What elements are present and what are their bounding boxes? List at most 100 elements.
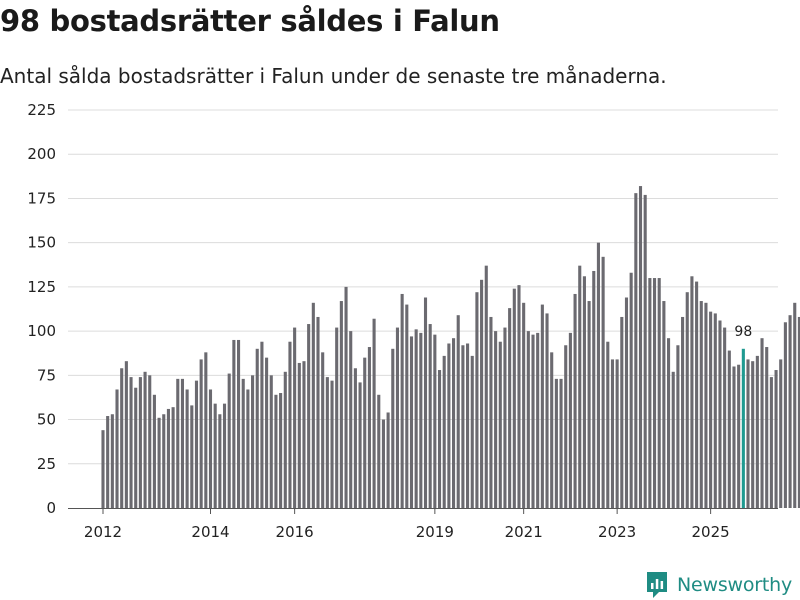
bar [419, 332, 423, 508]
bar [671, 371, 675, 508]
bar [414, 329, 418, 508]
bar [536, 332, 540, 508]
bar [667, 338, 671, 508]
bar [480, 279, 484, 508]
bar [517, 285, 521, 508]
y-tick-label: 150 [27, 234, 56, 252]
bar [405, 304, 409, 508]
bar [180, 378, 185, 508]
bar [409, 336, 414, 508]
x-axis [68, 508, 778, 514]
bar [129, 377, 133, 508]
bar [503, 327, 507, 508]
bar [274, 394, 278, 508]
bar [241, 378, 245, 508]
bar [325, 377, 329, 508]
bar [652, 278, 657, 508]
bar [395, 327, 400, 508]
bar [101, 430, 105, 508]
bar [704, 302, 708, 508]
bar [681, 316, 685, 508]
bar [190, 405, 194, 508]
bar [797, 316, 800, 508]
x-tick-label: 2023 [598, 523, 636, 541]
bar [162, 414, 166, 508]
y-tick-label: 125 [27, 278, 56, 296]
bar [596, 242, 600, 509]
bar [676, 345, 680, 508]
bar [470, 355, 474, 508]
newsworthy-logo-icon [647, 572, 667, 598]
bar [339, 301, 343, 508]
bar [592, 270, 596, 508]
bar [526, 331, 530, 508]
bar [423, 297, 428, 508]
bar [494, 331, 498, 508]
data-label-latest: 98 [734, 324, 752, 340]
bar [573, 293, 577, 508]
y-tick-label: 100 [27, 322, 56, 340]
y-tick-label: 50 [37, 411, 56, 429]
bar [377, 394, 381, 508]
bar [176, 378, 180, 508]
bar [554, 378, 558, 508]
bar [143, 371, 147, 508]
bar [227, 373, 231, 508]
bar [634, 193, 638, 508]
bar [760, 338, 764, 508]
bar [386, 412, 390, 508]
bar [260, 341, 264, 508]
bar [545, 313, 549, 508]
bar [218, 414, 222, 508]
bar [134, 387, 138, 508]
bar [106, 416, 110, 508]
bar [718, 320, 722, 508]
y-tick-label: 200 [27, 145, 56, 163]
y-tick-label: 0 [46, 499, 56, 517]
bar [779, 359, 783, 508]
bar [615, 359, 619, 508]
bar [662, 301, 666, 508]
bar [788, 315, 792, 508]
bar [755, 355, 759, 508]
bar [751, 361, 755, 508]
bar [297, 362, 301, 508]
bar [124, 361, 128, 508]
bar [578, 265, 582, 508]
bar [358, 382, 362, 508]
bar [484, 265, 488, 508]
bar [330, 380, 334, 508]
bar [381, 419, 385, 508]
bar [265, 357, 269, 508]
bar [601, 256, 605, 508]
bar [199, 359, 203, 508]
bar [115, 389, 119, 508]
brand-name: Newsworthy [677, 574, 793, 596]
bar [564, 345, 568, 508]
bar [428, 324, 432, 508]
bar [783, 322, 787, 508]
x-tick-label: 2012 [84, 523, 122, 541]
bar [508, 308, 512, 508]
bar [769, 377, 773, 508]
bar [587, 301, 591, 508]
bar [307, 324, 311, 508]
bar [732, 366, 736, 508]
bar [185, 389, 189, 508]
bar [367, 347, 371, 508]
x-tick-label: 2014 [191, 523, 229, 541]
bar [690, 276, 694, 508]
tick-labels: 0 25 50 75 100 125 150 175 200 225 2012 2014 2016 201… [27, 101, 752, 541]
bar [321, 352, 325, 508]
y-tick-label: 25 [37, 455, 56, 473]
bar [344, 286, 348, 508]
bar [166, 408, 170, 508]
newsworthy-brand[interactable]: Newsworthy [645, 570, 792, 600]
bar [279, 393, 283, 508]
bar [171, 407, 175, 508]
bar-series [101, 186, 800, 509]
bar [685, 292, 689, 508]
bar [466, 343, 470, 508]
bar [353, 368, 357, 508]
bar [746, 359, 750, 508]
